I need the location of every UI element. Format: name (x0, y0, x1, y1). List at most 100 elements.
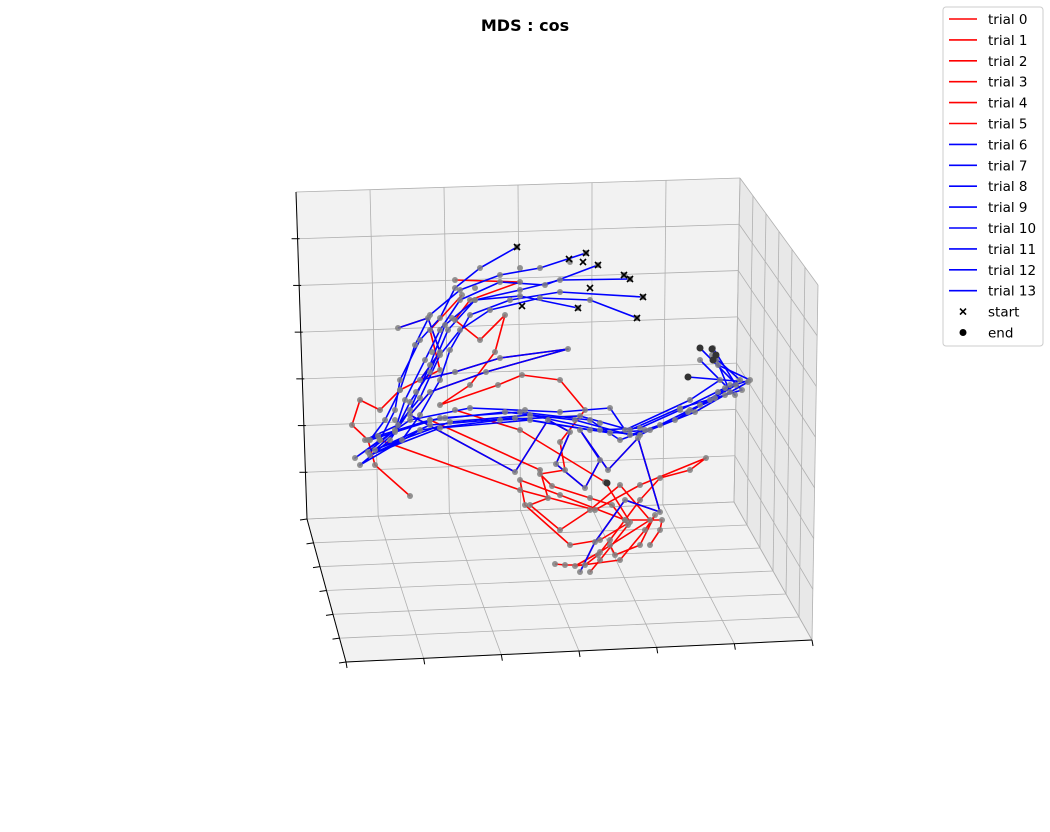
data-point (407, 412, 413, 418)
data-point (562, 467, 568, 473)
grid-line (306, 501, 735, 520)
grid-line (785, 249, 793, 595)
data-point (612, 552, 618, 558)
data-point (512, 469, 518, 475)
start-marker-stroke (565, 255, 573, 263)
data-point (519, 372, 525, 378)
y-axis-line (306, 518, 347, 663)
data-point (545, 417, 551, 423)
start-marker-stroke (579, 258, 587, 266)
data-point (557, 377, 563, 383)
data-point (417, 337, 423, 343)
data-point (677, 405, 683, 411)
data-point (517, 477, 523, 483)
start-marker (513, 243, 521, 251)
data-point (522, 502, 528, 508)
data-point (572, 563, 578, 569)
start-marker-stroke (594, 261, 602, 269)
data-point (452, 369, 458, 375)
data-point (527, 502, 533, 508)
data-point (692, 409, 698, 415)
legend-end-icon (959, 329, 967, 336)
data-point (657, 527, 663, 533)
legend-label-trial-13: trial 13 (988, 284, 1036, 300)
data-point (417, 427, 423, 433)
data-point (647, 542, 653, 548)
legend-label-trial-3: trial 3 (988, 75, 1028, 91)
data-point (413, 389, 419, 395)
grid-line (746, 195, 754, 526)
data-point (352, 455, 358, 461)
grid-line (339, 616, 800, 639)
data-point (745, 379, 751, 385)
x-tick (500, 654, 503, 661)
data-point (357, 462, 363, 468)
y-tick (306, 542, 314, 545)
data-point (497, 417, 503, 423)
y-tick (325, 613, 334, 616)
grid-line (319, 547, 761, 568)
grid-line (772, 231, 780, 572)
data-point (637, 482, 643, 488)
data-point (437, 425, 443, 431)
data-point (607, 537, 613, 543)
y-tick (299, 518, 308, 521)
data-point (587, 507, 593, 513)
data-point (477, 265, 483, 271)
x-tick (578, 650, 581, 658)
data-point (395, 422, 401, 428)
data-point (609, 502, 615, 508)
data-point (565, 346, 571, 352)
data-point (597, 420, 603, 426)
data-point (582, 485, 588, 491)
data-point (517, 265, 523, 271)
data-point (417, 377, 423, 383)
data-point (577, 427, 583, 433)
data-point (357, 397, 363, 403)
data-point (657, 422, 663, 428)
legend-label-trial-4: trial 4 (988, 96, 1028, 112)
grid-line (443, 187, 450, 514)
data-point (407, 407, 413, 413)
legend-label-trial-1: trial 1 (988, 33, 1028, 49)
data-point (522, 407, 528, 413)
data-point (447, 419, 453, 425)
data-point (387, 437, 393, 443)
start-marker-stroke (513, 243, 521, 251)
legend-start-icon (959, 308, 967, 316)
data-point (697, 402, 703, 408)
end-marker (712, 351, 720, 359)
data-point (557, 492, 563, 498)
data-point (397, 387, 403, 393)
data-point (652, 512, 658, 518)
data-point (452, 277, 458, 283)
start-marker (518, 302, 526, 310)
data-point (577, 569, 583, 575)
legend-label-trial-2: trial 2 (988, 54, 1028, 70)
grid-line (798, 267, 806, 618)
grid-line (759, 213, 767, 549)
data-point (587, 417, 593, 423)
grid-line (326, 570, 774, 591)
data-point (607, 430, 613, 436)
data-point (477, 337, 483, 343)
end-marker (696, 344, 704, 352)
data-point (349, 422, 355, 428)
legend-label-trial-11: trial 11 (988, 242, 1036, 258)
data-point (372, 462, 378, 468)
data-point (452, 285, 458, 291)
data-point (727, 389, 733, 395)
data-point (427, 422, 433, 428)
data-point (597, 427, 603, 433)
data-point (402, 397, 408, 403)
grid-line (811, 284, 819, 641)
data-point (442, 322, 448, 328)
data-point (495, 382, 501, 388)
data-point (627, 432, 633, 438)
start-marker (565, 255, 573, 263)
legend-label-trial-8: trial 8 (988, 179, 1028, 195)
data-point (417, 412, 423, 418)
start-marker-stroke (518, 302, 526, 310)
grid-line (313, 524, 748, 544)
legend-label-trial-0: trial 0 (988, 12, 1028, 28)
